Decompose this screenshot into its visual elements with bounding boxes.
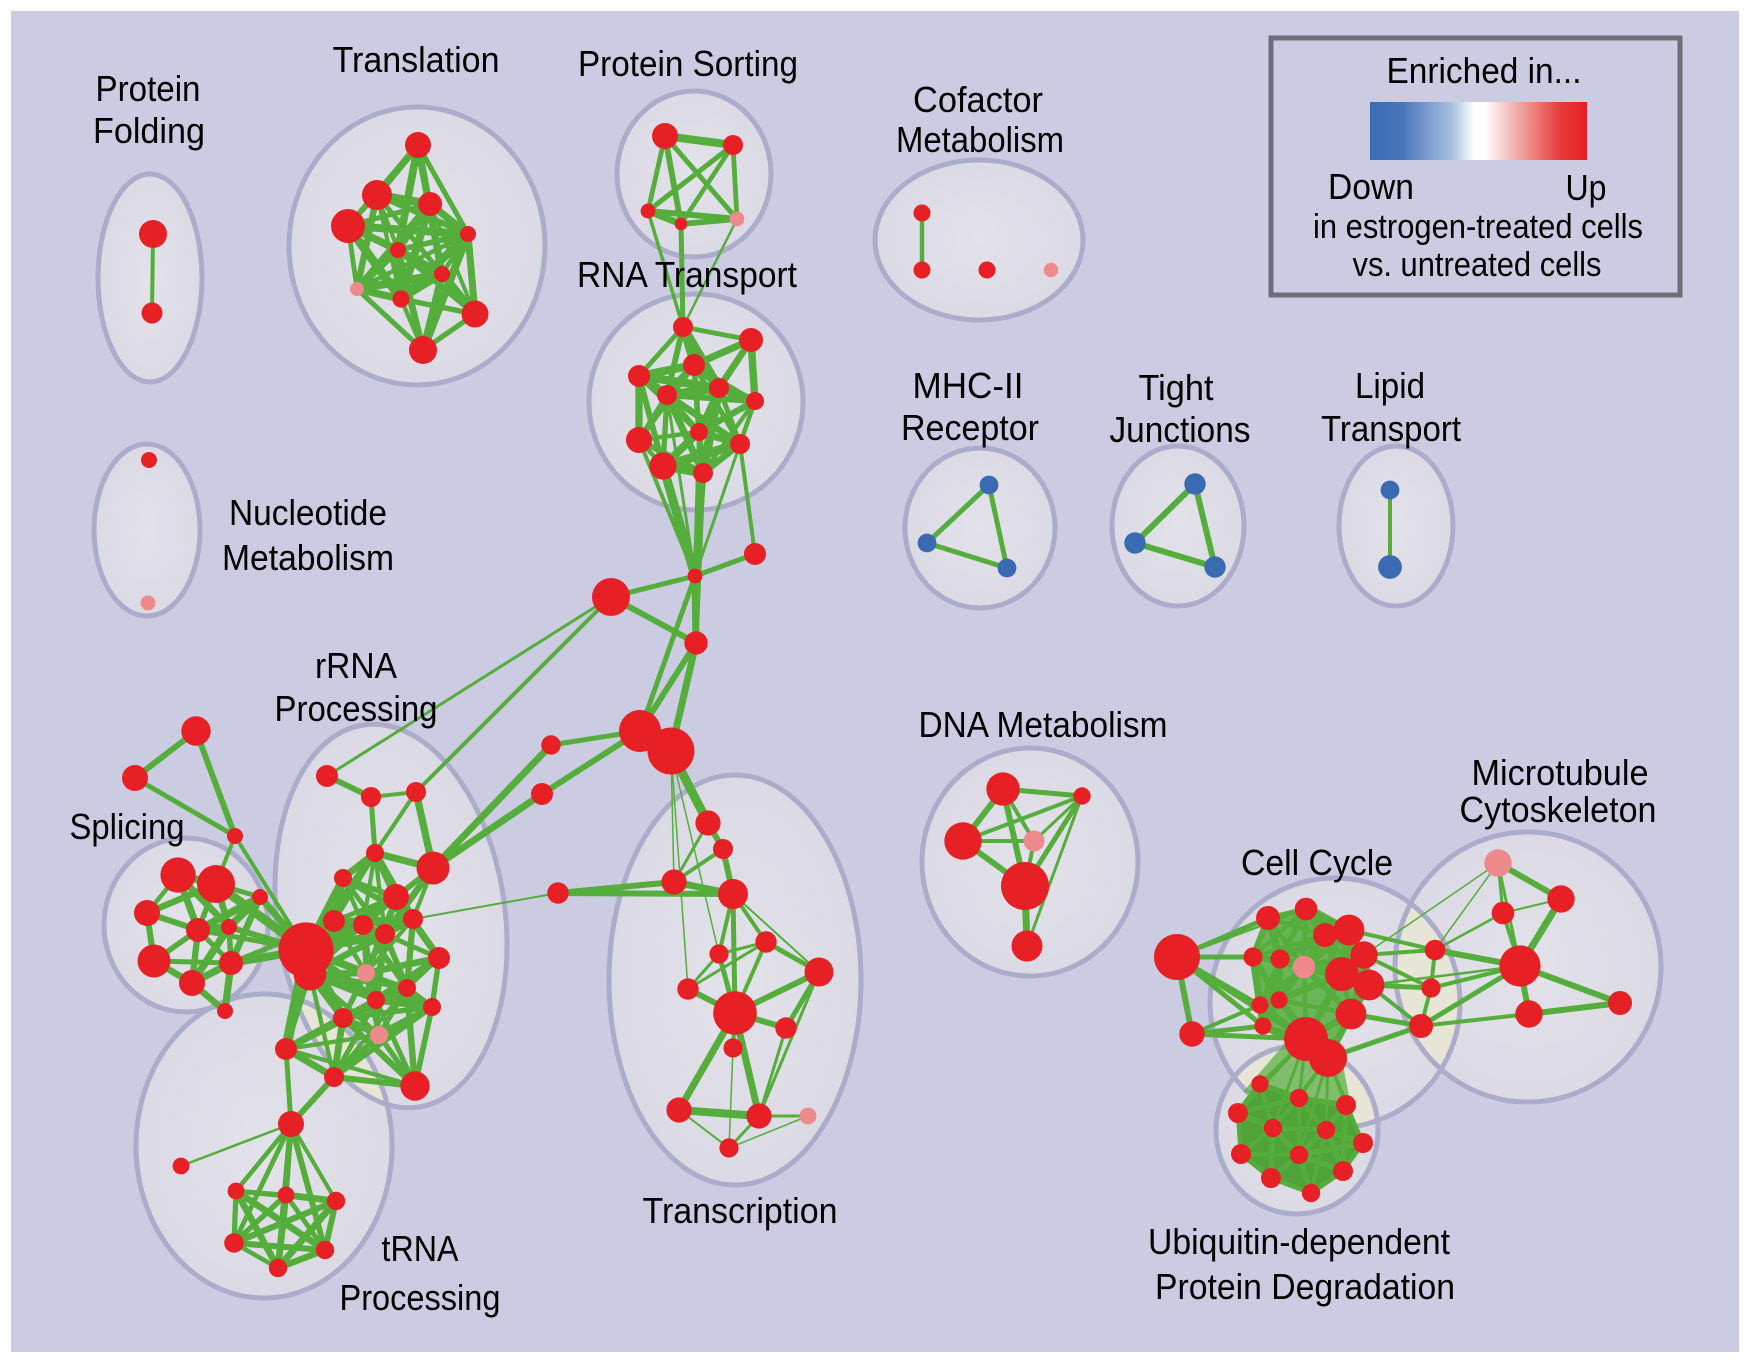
svg-text:Tight: Tight <box>1139 367 1214 408</box>
svg-text:Transport: Transport <box>1321 408 1461 449</box>
svg-text:Processing: Processing <box>275 688 438 729</box>
svg-text:Transcription: Transcription <box>643 1190 838 1231</box>
svg-text:Lipid: Lipid <box>1355 365 1425 406</box>
svg-text:Protein Sorting: Protein Sorting <box>578 43 798 84</box>
svg-text:Nucleotide: Nucleotide <box>229 492 387 533</box>
svg-text:Junctions: Junctions <box>1110 409 1251 450</box>
svg-text:Processing: Processing <box>340 1277 501 1318</box>
svg-text:Up: Up <box>1566 167 1607 208</box>
svg-text:Down: Down <box>1328 166 1414 207</box>
svg-text:Protein Degradation: Protein Degradation <box>1155 1266 1455 1307</box>
svg-text:Splicing: Splicing <box>70 806 185 847</box>
svg-text:DNA Metabolism: DNA Metabolism <box>919 704 1168 745</box>
svg-text:Cytoskeleton: Cytoskeleton <box>1460 789 1657 830</box>
svg-text:Translation: Translation <box>333 39 500 80</box>
svg-text:Receptor: Receptor <box>901 407 1039 448</box>
svg-text:Cofactor: Cofactor <box>913 79 1043 120</box>
svg-text:tRNA: tRNA <box>382 1228 459 1269</box>
svg-text:rRNA: rRNA <box>315 645 397 686</box>
svg-text:Ubiquitin-dependent: Ubiquitin-dependent <box>1148 1221 1450 1262</box>
svg-text:Cell Cycle: Cell Cycle <box>1241 842 1393 883</box>
svg-text:Metabolism: Metabolism <box>896 119 1064 160</box>
svg-text:Metabolism: Metabolism <box>222 537 394 578</box>
svg-text:Protein: Protein <box>96 68 201 109</box>
svg-text:in estrogen-treated cells: in estrogen-treated cells <box>1313 208 1643 246</box>
svg-text:Folding: Folding <box>93 110 205 151</box>
svg-text:vs. untreated cells: vs. untreated cells <box>1353 246 1602 284</box>
svg-text:MHC-II: MHC-II <box>913 365 1024 406</box>
svg-text:Microtubule: Microtubule <box>1472 752 1649 793</box>
svg-text:Enriched in...: Enriched in... <box>1387 50 1582 91</box>
svg-text:RNA Transport: RNA Transport <box>577 254 797 295</box>
